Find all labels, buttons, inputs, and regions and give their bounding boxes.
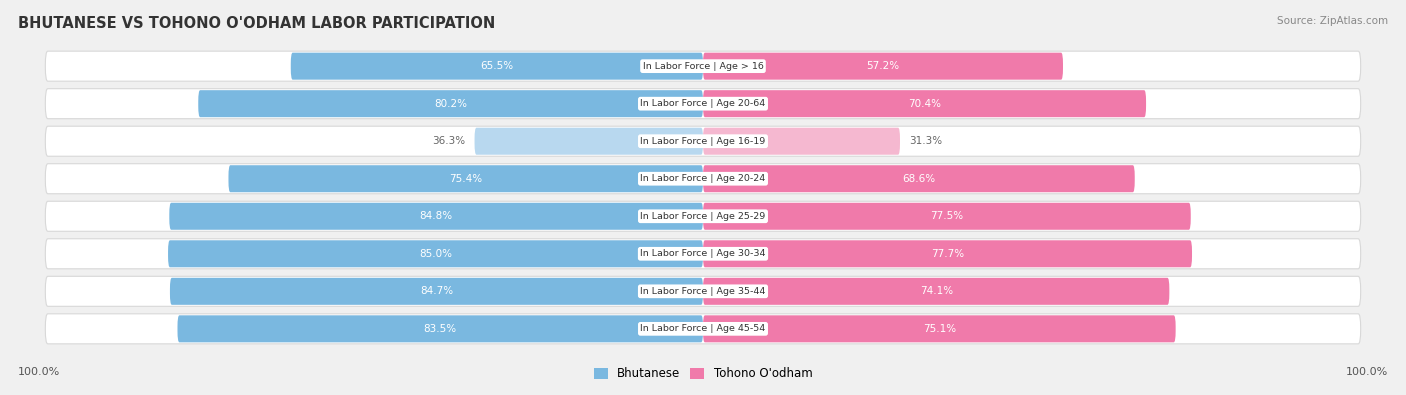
Text: BHUTANESE VS TOHONO O'ODHAM LABOR PARTICIPATION: BHUTANESE VS TOHONO O'ODHAM LABOR PARTIC… xyxy=(18,16,495,31)
Text: 84.8%: 84.8% xyxy=(419,211,453,221)
Text: 57.2%: 57.2% xyxy=(866,61,900,71)
FancyBboxPatch shape xyxy=(45,201,1361,231)
Text: 100.0%: 100.0% xyxy=(18,367,60,377)
Text: 100.0%: 100.0% xyxy=(1346,367,1388,377)
Text: 31.3%: 31.3% xyxy=(910,136,942,146)
FancyBboxPatch shape xyxy=(703,203,1191,230)
Text: 65.5%: 65.5% xyxy=(481,61,513,71)
FancyBboxPatch shape xyxy=(228,165,703,192)
FancyBboxPatch shape xyxy=(45,164,1361,194)
Text: 68.6%: 68.6% xyxy=(903,174,935,184)
FancyBboxPatch shape xyxy=(703,165,1135,192)
FancyBboxPatch shape xyxy=(45,88,1361,118)
FancyBboxPatch shape xyxy=(45,51,1361,81)
FancyBboxPatch shape xyxy=(198,90,703,117)
Text: 83.5%: 83.5% xyxy=(423,324,457,334)
FancyBboxPatch shape xyxy=(45,239,1361,269)
FancyBboxPatch shape xyxy=(45,276,1361,307)
Text: In Labor Force | Age 35-44: In Labor Force | Age 35-44 xyxy=(640,287,766,296)
Text: 75.1%: 75.1% xyxy=(922,324,956,334)
FancyBboxPatch shape xyxy=(703,278,1170,305)
Text: 70.4%: 70.4% xyxy=(908,99,941,109)
Text: In Labor Force | Age 30-34: In Labor Force | Age 30-34 xyxy=(640,249,766,258)
FancyBboxPatch shape xyxy=(169,203,703,230)
Text: In Labor Force | Age 20-64: In Labor Force | Age 20-64 xyxy=(640,99,766,108)
FancyBboxPatch shape xyxy=(45,314,1361,344)
Text: 75.4%: 75.4% xyxy=(449,174,482,184)
FancyBboxPatch shape xyxy=(169,240,703,267)
Text: 36.3%: 36.3% xyxy=(432,136,465,146)
FancyBboxPatch shape xyxy=(703,90,1146,117)
FancyBboxPatch shape xyxy=(177,315,703,342)
FancyBboxPatch shape xyxy=(703,315,1175,342)
Text: In Labor Force | Age > 16: In Labor Force | Age > 16 xyxy=(643,62,763,71)
FancyBboxPatch shape xyxy=(475,128,703,155)
Text: 84.7%: 84.7% xyxy=(420,286,453,296)
Text: 85.0%: 85.0% xyxy=(419,249,451,259)
Text: 77.5%: 77.5% xyxy=(931,211,963,221)
FancyBboxPatch shape xyxy=(291,53,703,80)
FancyBboxPatch shape xyxy=(170,278,703,305)
FancyBboxPatch shape xyxy=(703,240,1192,267)
Text: 74.1%: 74.1% xyxy=(920,286,953,296)
Text: In Labor Force | Age 20-24: In Labor Force | Age 20-24 xyxy=(640,174,766,183)
Text: In Labor Force | Age 16-19: In Labor Force | Age 16-19 xyxy=(640,137,766,146)
FancyBboxPatch shape xyxy=(45,126,1361,156)
Legend: Bhutanese, Tohono O'odham: Bhutanese, Tohono O'odham xyxy=(589,363,817,385)
Text: In Labor Force | Age 45-54: In Labor Force | Age 45-54 xyxy=(640,324,766,333)
Text: In Labor Force | Age 25-29: In Labor Force | Age 25-29 xyxy=(640,212,766,221)
FancyBboxPatch shape xyxy=(703,128,900,155)
Text: Source: ZipAtlas.com: Source: ZipAtlas.com xyxy=(1277,16,1388,26)
FancyBboxPatch shape xyxy=(703,53,1063,80)
Text: 77.7%: 77.7% xyxy=(931,249,965,259)
Text: 80.2%: 80.2% xyxy=(434,99,467,109)
